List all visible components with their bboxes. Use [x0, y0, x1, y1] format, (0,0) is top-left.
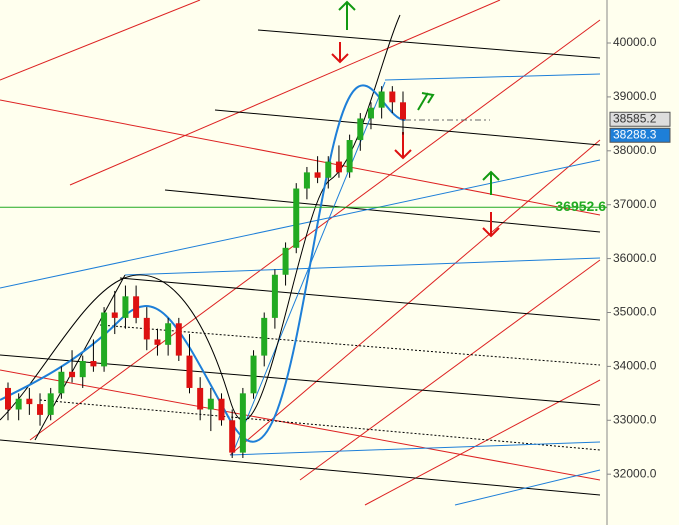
y-tick-label: 34000.0 — [613, 359, 657, 373]
candle-body — [197, 387, 204, 410]
candle-body — [367, 107, 374, 119]
candle-body — [111, 312, 118, 318]
candle-body — [26, 398, 33, 405]
candle-body — [218, 398, 225, 421]
candle-body — [79, 360, 86, 378]
arrows — [331, 0, 500, 238]
candle-body — [165, 323, 172, 345]
candle-body — [37, 404, 44, 415]
candle-body — [325, 161, 332, 178]
candle-body — [5, 387, 11, 410]
candle-body — [357, 118, 364, 141]
candle-body — [250, 355, 257, 394]
candle-body — [15, 398, 22, 410]
candle-body — [186, 355, 193, 388]
candle-body — [271, 274, 278, 318]
candle-body — [90, 360, 97, 367]
y-tick-label: 32000.0 — [613, 466, 657, 480]
candle-body — [58, 371, 65, 394]
candle-body — [282, 247, 289, 275]
horizontal-line-label: 36952.6 — [555, 198, 606, 214]
price-tag — [609, 111, 671, 127]
candle-body — [69, 371, 76, 378]
y-tick-label: 35000.0 — [613, 305, 657, 319]
candle-body — [229, 420, 236, 453]
price-tag-label: 38288.3 — [613, 127, 657, 141]
candle-body — [346, 140, 353, 173]
candle-body — [207, 398, 214, 410]
candle-body — [314, 172, 321, 178]
drawings — [0, 0, 601, 506]
candle-body — [122, 296, 129, 318]
price-tag-label: 38585.2 — [613, 111, 657, 125]
candle-body — [143, 317, 150, 340]
candle-body — [303, 172, 310, 189]
candle-body — [293, 188, 300, 248]
candle-body — [47, 393, 54, 415]
y-tick-label: 37000.0 — [613, 197, 657, 211]
candle-body — [261, 317, 268, 356]
price-tag — [609, 127, 671, 143]
y-tick-label: 36000.0 — [613, 251, 657, 265]
candle-body — [378, 91, 385, 108]
candle-body — [400, 102, 406, 120]
y-tick-label: 38000.0 — [613, 143, 657, 157]
candle-body — [154, 339, 161, 345]
candle-body — [175, 323, 182, 356]
candle-body — [335, 161, 342, 173]
candle-body — [133, 296, 140, 318]
y-tick-label: 40000.0 — [613, 35, 657, 49]
candle-body — [389, 91, 396, 103]
y-tick-label: 33000.0 — [613, 412, 657, 426]
y-tick-label: 39000.0 — [613, 89, 657, 103]
candle-body — [101, 312, 108, 367]
candle-body — [239, 393, 246, 453]
